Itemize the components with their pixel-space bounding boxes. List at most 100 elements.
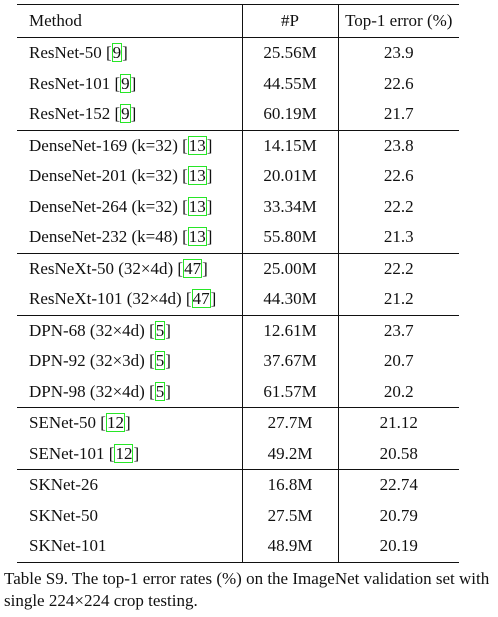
- results-table-container: Method #P Top-1 error (%) ResNet-50 [9] 2…: [17, 4, 459, 563]
- citation-link[interactable]: 5: [154, 381, 166, 401]
- citation-link[interactable]: 47: [191, 289, 211, 309]
- top1-error-cell: 23.9: [337, 37, 459, 69]
- method-cell: DenseNet-169 (k=32) [13]: [17, 129, 242, 161]
- table-row: SKNet-50 27.5M 20.79: [17, 500, 459, 532]
- method-cell: SENet-50 [12]: [17, 407, 242, 439]
- citation-link[interactable]: 13: [187, 135, 207, 155]
- table-row: DenseNet-201 (k=32) [13] 20.01M 22.6: [17, 161, 459, 192]
- method-name: DPN-68 (32×4d): [29, 320, 145, 340]
- table-row: DPN-98 (32×4d) [5] 61.57M 20.2: [17, 376, 459, 408]
- method-cell: ResNet-152 [9]: [29, 104, 137, 124]
- params-cell: 14.15M: [241, 129, 338, 161]
- method-name: DenseNet-264 (k=32): [29, 196, 178, 216]
- citation-link[interactable]: 12: [105, 413, 125, 433]
- method-cell: ResNeXt-101 (32×4d) [47]: [29, 289, 217, 309]
- table-row: DenseNet-232 (k=48) [13] 55.80M 21.3: [17, 222, 459, 253]
- citation-link[interactable]: 13: [187, 196, 207, 216]
- method-name: SKNet-101: [29, 536, 107, 556]
- top1-error-cell: 22.2: [337, 252, 459, 284]
- method-name: ResNeXt-50 (32×4d): [29, 258, 174, 278]
- params-cell: 33.34M: [241, 191, 338, 222]
- top1-error-cell: 22.2: [337, 191, 459, 222]
- top1-error-cell: 20.7: [337, 346, 459, 377]
- table-row: SKNet-26 16.8M 22.74: [17, 469, 459, 501]
- method-name: SENet-101: [29, 443, 105, 463]
- header-top1-error: Top-1 error (%): [337, 4, 459, 38]
- method-name: SENet-50: [29, 413, 97, 433]
- citation-link[interactable]: 13: [187, 227, 207, 247]
- header-params: #P: [241, 4, 338, 38]
- top1-error-cell: 22.74: [337, 469, 459, 501]
- table-row: ResNeXt-101 (32×4d) [47] 44.30M 21.2: [17, 284, 459, 315]
- method-cell: SENet-101 [12]: [29, 443, 140, 463]
- citation-link[interactable]: 9: [120, 73, 131, 93]
- method-cell: ResNet-50 [9]: [17, 37, 242, 69]
- table-row: ResNeXt-50 (32×4d) [47] 25.00M 22.2: [17, 252, 459, 284]
- top1-error-cell: 21.7: [337, 99, 459, 130]
- citation-link[interactable]: 5: [154, 320, 166, 340]
- params-cell: 44.55M: [241, 68, 338, 99]
- params-cell: 25.00M: [241, 252, 338, 284]
- top1-error-cell: 23.7: [337, 314, 459, 346]
- method-cell: DenseNet-201 (k=32) [13]: [29, 166, 213, 186]
- method-name: DenseNet-169 (k=32): [29, 135, 178, 155]
- table-row: ResNet-152 [9] 60.19M 21.7: [17, 99, 459, 130]
- top1-error-cell: 22.6: [337, 68, 459, 99]
- top1-error-cell: 23.8: [337, 129, 459, 161]
- top1-error-cell: 21.12: [337, 407, 459, 439]
- table-row: ResNet-101 [9] 44.55M 22.6: [17, 68, 459, 99]
- table-row: ResNet-50 [9] 25.56M 23.9: [17, 37, 459, 69]
- params-cell: 25.56M: [241, 37, 338, 69]
- method-name: ResNet-101: [29, 73, 111, 93]
- citation-link[interactable]: 12: [114, 443, 134, 463]
- params-cell: 37.67M: [241, 346, 338, 377]
- table-row: DenseNet-264 (k=32) [13] 33.34M 22.2: [17, 191, 459, 222]
- method-cell: ResNet-101 [9]: [29, 73, 137, 93]
- top1-error-cell: 20.79: [337, 500, 459, 531]
- method-cell: DenseNet-232 (k=48) [13]: [29, 227, 213, 247]
- method-cell: ResNeXt-50 (32×4d) [47]: [17, 252, 242, 284]
- params-cell: 20.01M: [241, 161, 338, 192]
- method-name: ResNeXt-101 (32×4d): [29, 289, 182, 309]
- method-cell: DPN-92 (32×3d) [5]: [29, 351, 171, 371]
- table-row: DPN-92 (32×3d) [5] 37.67M 20.7: [17, 346, 459, 377]
- top1-error-cell: 22.6: [337, 161, 459, 192]
- method-cell: SKNet-101: [17, 531, 242, 563]
- top1-error-cell: 21.3: [337, 222, 459, 253]
- table-row: DenseNet-169 (k=32) [13] 14.15M 23.8: [17, 129, 459, 161]
- method-cell: DenseNet-264 (k=32) [13]: [29, 196, 213, 216]
- params-cell: 61.57M: [241, 376, 338, 408]
- method-cell: SKNet-50: [17, 501, 242, 532]
- params-cell: 16.8M: [241, 469, 338, 501]
- method-name: SKNet-50: [29, 505, 98, 525]
- params-cell: 55.80M: [241, 222, 338, 253]
- method-name: SKNet-26: [29, 475, 98, 495]
- citation-link[interactable]: 9: [111, 43, 123, 63]
- method-cell: DPN-68 (32×4d) [5]: [17, 314, 242, 346]
- results-table: Method #P Top-1 error (%) ResNet-50 [9] 2…: [17, 4, 459, 563]
- citation-link[interactable]: 13: [187, 166, 207, 186]
- citation-link[interactable]: 9: [120, 104, 131, 124]
- params-cell: 44.30M: [241, 284, 338, 315]
- method-name: DPN-92 (32×3d): [29, 351, 145, 371]
- method-cell: SKNet-26: [17, 469, 242, 501]
- method-name: ResNet-50: [29, 43, 102, 63]
- top1-error-cell: 21.2: [337, 284, 459, 315]
- table-body: ResNet-50 [9] 25.56M 23.9 ResNet-101 [9] 44.…: [17, 37, 459, 563]
- citation-link[interactable]: 5: [154, 351, 166, 371]
- table-row: SENet-101 [12] 49.2M 20.58: [17, 438, 459, 470]
- top1-error-cell: 20.19: [337, 531, 459, 563]
- citation-link[interactable]: 47: [183, 258, 203, 278]
- params-cell: 60.19M: [241, 99, 338, 130]
- top1-error-cell: 20.2: [337, 376, 459, 408]
- method-cell: DPN-98 (32×4d) [5]: [29, 381, 171, 401]
- table-header-row: Method #P Top-1 error (%): [17, 4, 459, 38]
- method-name: DPN-98 (32×4d): [29, 381, 145, 401]
- table-row: SKNet-101 48.9M 20.19: [17, 531, 459, 563]
- table-row: DPN-68 (32×4d) [5] 12.61M 23.7: [17, 314, 459, 346]
- method-name: DenseNet-201 (k=32): [29, 166, 178, 186]
- header-method: Method: [17, 4, 242, 38]
- params-cell: 27.5M: [241, 500, 338, 531]
- top1-error-cell: 20.58: [337, 438, 459, 470]
- params-cell: 48.9M: [241, 531, 338, 563]
